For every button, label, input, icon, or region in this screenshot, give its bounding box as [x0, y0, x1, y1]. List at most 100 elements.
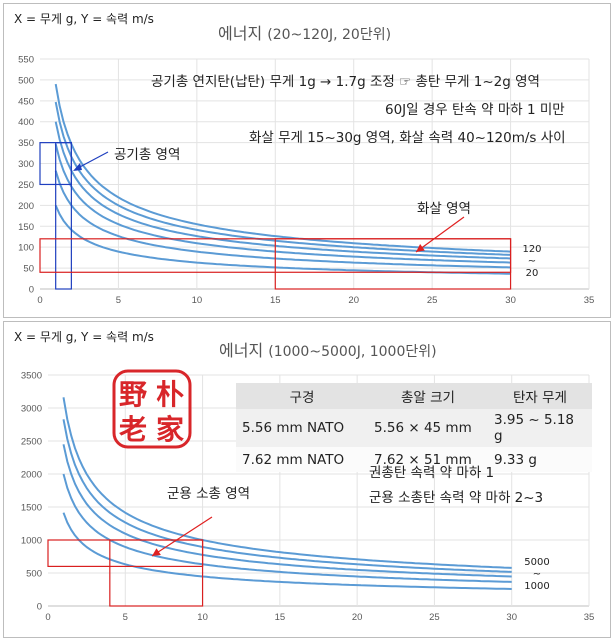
- arrow-region-box: [274, 238, 512, 290]
- x-tick-label: 0: [45, 612, 50, 623]
- x-tick-label: 10: [197, 612, 208, 623]
- energy-range-sep: ~: [532, 569, 542, 580]
- series-line-2000J: [62, 473, 512, 583]
- y-tick-label: 500: [26, 569, 42, 580]
- series-line-5000J: [62, 397, 512, 569]
- chart-title: 에너지 (1000~5000J, 1000단위): [219, 337, 437, 361]
- rifle-region-arrow: [151, 516, 213, 557]
- x-tick-label: 35: [584, 612, 595, 623]
- y-tick-label: 500: [18, 75, 34, 86]
- series-line-100J: [54, 101, 511, 256]
- x-tick-label: 30: [506, 612, 517, 623]
- x-tick-label: 5: [116, 295, 121, 306]
- x-tick-label: 5: [123, 612, 128, 623]
- y-tick-label: 200: [18, 201, 34, 212]
- arrow-region-label: 화살 영역: [417, 201, 471, 217]
- table-row: 5.56 mm NATO 5.56 × 45 mm 3.95 ~ 5.18 g: [236, 409, 592, 447]
- y-tick-label: 100: [18, 243, 34, 254]
- rifle-region-arrow-head: [152, 548, 161, 556]
- chart-title: 에너지 (20~120J, 20단위): [218, 20, 391, 44]
- table-cell: 9.33 g: [488, 447, 592, 472]
- chart-plot-area: 0 500 1000 1500 2000 2500 3000 3500 0 5 10 15 20 25 30…: [21, 371, 595, 624]
- chart-title-range: (1000~5000J, 1000단위): [268, 344, 437, 360]
- x-tick-label: 20: [348, 295, 359, 306]
- y-tick-label: 350: [18, 138, 34, 149]
- table-header-weight: 탄자 무게: [488, 383, 592, 409]
- y-tick-label: 250: [18, 180, 34, 191]
- series-line-4000J: [62, 419, 512, 573]
- y-tick-label: 1000: [21, 536, 42, 547]
- x-tick-label: 20: [352, 612, 363, 623]
- series-line-40J: [54, 170, 511, 269]
- arrow-region-arrow-head: [416, 244, 425, 252]
- energy-chart-low: X = 무게 g, Y = 속력 m/s 에너지 (20~120J, 20단위)…: [3, 3, 611, 318]
- ammo-spec-table: 구경 총알 크기 탄자 무게 5.56 mm NATO 5.56 × 45 mm…: [236, 383, 592, 472]
- energy-chart-high: X = 무게 g, Y = 속력 m/s 에너지 (1000~5000J, 10…: [3, 321, 611, 638]
- seal-char: 家: [156, 413, 184, 446]
- chart-title-main: 에너지: [218, 24, 268, 43]
- seal-char: 野: [119, 378, 147, 411]
- rifle-speed-note: 군용 소총탄 속력 약 마하 2~3: [369, 490, 544, 506]
- mach-note: 60J일 경우 탄속 약 마하 1 미만: [385, 102, 565, 118]
- x-tick-label: 0: [37, 295, 42, 306]
- y-tick-label: 0: [29, 285, 34, 296]
- airgun-weight-box: [55, 142, 72, 290]
- x-tick-label: 25: [427, 295, 438, 306]
- y-tick-label: 50: [23, 264, 34, 275]
- x-tick-label: 35: [584, 295, 595, 306]
- rifle-region-label: 군용 소총 영역: [167, 486, 251, 502]
- energy-range-max: 120: [522, 244, 542, 255]
- table-cell: 3.95 ~ 5.18 g: [488, 409, 592, 447]
- series-line-60J: [54, 143, 511, 264]
- seal-stamp-icon: 野 朴 老 家: [112, 369, 192, 449]
- table-cell: 5.56 mm NATO: [236, 409, 368, 447]
- table-row: 7.62 mm NATO 7.62 × 51 mm 9.33 g: [236, 447, 592, 472]
- table-header-row: 구경 총알 크기 탄자 무게: [236, 383, 592, 409]
- table-cell: 5.56 × 45 mm: [368, 409, 488, 447]
- energy-range-min: 1000: [524, 581, 550, 592]
- x-tick-label: 25: [429, 612, 440, 623]
- airgun-weight-note: 공기총 연지탄(납탄) 무게 1g → 1.7g 조정 ☞ 총탄 무게 1~2g…: [151, 74, 540, 90]
- seal-char: 老: [119, 413, 147, 446]
- energy-range-legend: 5000 ~ 1000: [522, 557, 552, 593]
- x-tick-label: 30: [505, 295, 516, 306]
- axis-definition-label: X = 무게 g, Y = 속력 m/s: [14, 12, 154, 26]
- y-tick-label: 400: [18, 117, 34, 128]
- airgun-arrow: [75, 151, 109, 170]
- x-tick-label: 15: [275, 612, 286, 623]
- energy-range-max: 5000: [524, 557, 550, 568]
- chart-title-range: (20~120J, 20단위): [267, 27, 392, 43]
- y-tick-label: 3500: [21, 371, 42, 382]
- series-line-120J: [54, 83, 511, 253]
- y-tick-label: 3000: [21, 404, 42, 415]
- chart-title-main: 에너지: [219, 341, 269, 360]
- pistol-speed-note: 권총탄 속력 약 마하 1: [369, 465, 495, 481]
- energy-range-sep: ~: [527, 256, 537, 267]
- table-header-size: 총알 크기: [368, 383, 488, 409]
- y-tick-label: 450: [18, 96, 34, 107]
- seal-char: 朴: [156, 378, 184, 411]
- y-tick-label: 150: [18, 222, 34, 233]
- y-tick-label: 2500: [21, 437, 42, 448]
- table-cell: 7.62 mm NATO: [236, 447, 368, 472]
- series-line-3000J: [62, 444, 512, 578]
- table-header-caliber: 구경: [236, 383, 368, 409]
- axis-definition-label: X = 무게 g, Y = 속력 m/s: [14, 330, 154, 344]
- y-tick-label: 550: [18, 55, 34, 66]
- series-line-80J: [54, 121, 511, 260]
- rifle-region-box: [109, 539, 204, 607]
- energy-range-min: 20: [525, 268, 539, 279]
- arrow-region-arrow: [415, 216, 465, 253]
- arrow-range-note: 화살 무게 15~30g 영역, 화살 속력 40~120m/s 사이: [249, 130, 566, 146]
- y-tick-label: 0: [37, 602, 42, 613]
- table-cell: 7.62 × 51 mm: [368, 447, 488, 472]
- x-tick-label: 15: [270, 295, 281, 306]
- y-tick-label: 1500: [21, 503, 42, 514]
- y-tick-label: 300: [18, 159, 34, 170]
- series-line-1000J: [62, 512, 512, 590]
- x-tick-label: 10: [192, 295, 203, 306]
- airgun-region-label: 공기총 영역: [114, 147, 181, 163]
- airgun-arrow-head: [73, 163, 82, 171]
- y-tick-label: 2000: [21, 470, 42, 481]
- chart-plot-area: 0 50 100 150 200 250 300 350 400 450 500 550 0 5 10 15 2…: [18, 55, 595, 307]
